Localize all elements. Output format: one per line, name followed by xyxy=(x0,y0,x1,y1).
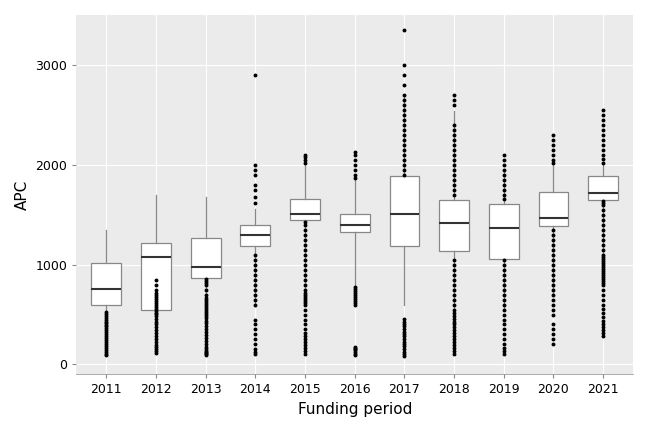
PathPatch shape xyxy=(538,192,568,226)
PathPatch shape xyxy=(240,225,270,246)
PathPatch shape xyxy=(340,214,369,232)
PathPatch shape xyxy=(91,263,121,305)
PathPatch shape xyxy=(588,176,618,200)
PathPatch shape xyxy=(191,238,220,278)
Y-axis label: APC: APC xyxy=(15,180,30,210)
PathPatch shape xyxy=(290,199,320,219)
PathPatch shape xyxy=(141,243,171,309)
PathPatch shape xyxy=(439,200,469,251)
X-axis label: Funding period: Funding period xyxy=(297,402,412,417)
PathPatch shape xyxy=(389,176,419,246)
PathPatch shape xyxy=(489,204,518,259)
